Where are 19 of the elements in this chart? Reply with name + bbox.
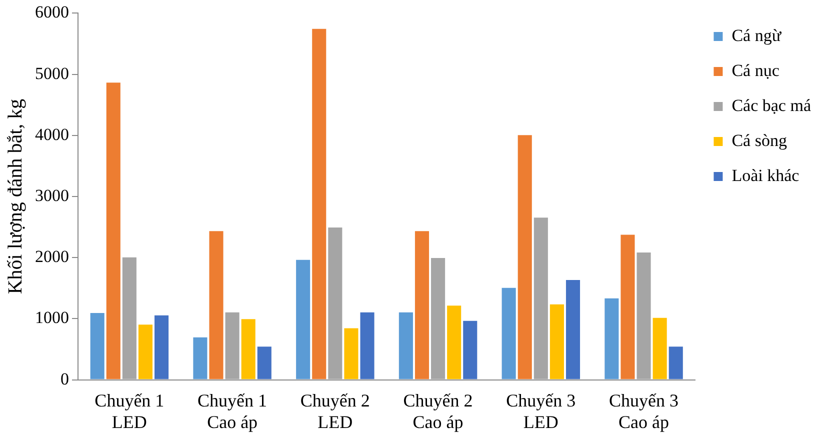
y-tick-label: 1000	[35, 308, 69, 328]
y-tick-label: 4000	[35, 124, 69, 144]
y-tick-label: 2000	[35, 247, 69, 266]
x-tick-label: Chuyến 1 LED	[94, 390, 164, 432]
legend-label: Cá nục	[732, 60, 780, 80]
legend-label: Các bạc má	[732, 96, 812, 115]
y-axis-title: Khối lượng đánh bắt, kg	[4, 98, 26, 294]
legend-label: Cá sòng	[732, 130, 788, 150]
y-tick-label: 0	[60, 369, 69, 388]
legend-label: Cá ngừ	[732, 26, 782, 45]
legend-label: Loài khác	[732, 166, 800, 185]
y-tick-label: 3000	[35, 186, 69, 205]
x-tick-label: Chuyến 2 LED	[300, 390, 370, 432]
y-tick-label: 5000	[35, 64, 69, 83]
x-tick-label: Chuyến 3 Cao áp	[609, 390, 679, 432]
x-tick-label: Chuyến 3 LED	[506, 390, 576, 432]
x-tick-label: Chuyến 1 Cao áp	[198, 390, 268, 432]
x-tick-label: Chuyến 2 Cao áp	[403, 390, 473, 432]
y-tick-label: 6000	[35, 2, 69, 22]
